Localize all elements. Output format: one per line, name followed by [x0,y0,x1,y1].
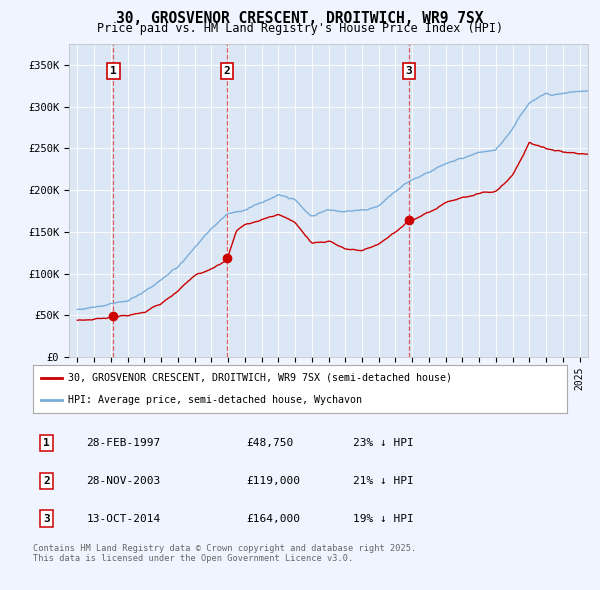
Text: HPI: Average price, semi-detached house, Wychavon: HPI: Average price, semi-detached house,… [68,395,362,405]
Text: Price paid vs. HM Land Registry's House Price Index (HPI): Price paid vs. HM Land Registry's House … [97,22,503,35]
Text: 19% ↓ HPI: 19% ↓ HPI [353,514,414,523]
Text: 21% ↓ HPI: 21% ↓ HPI [353,476,414,486]
Text: 1: 1 [110,66,117,76]
Text: 13-OCT-2014: 13-OCT-2014 [86,514,161,523]
Text: 3: 3 [406,66,412,76]
Text: 23% ↓ HPI: 23% ↓ HPI [353,438,414,448]
Text: £119,000: £119,000 [247,476,301,486]
Text: 2: 2 [43,476,50,486]
Text: 30, GROSVENOR CRESCENT, DROITWICH, WR9 7SX (semi-detached house): 30, GROSVENOR CRESCENT, DROITWICH, WR9 7… [68,373,452,383]
Text: 28-FEB-1997: 28-FEB-1997 [86,438,161,448]
Text: 28-NOV-2003: 28-NOV-2003 [86,476,161,486]
Text: 2: 2 [223,66,230,76]
Text: £48,750: £48,750 [247,438,294,448]
Text: 30, GROSVENOR CRESCENT, DROITWICH, WR9 7SX: 30, GROSVENOR CRESCENT, DROITWICH, WR9 7… [116,11,484,25]
Text: £164,000: £164,000 [247,514,301,523]
Text: 3: 3 [43,514,50,523]
Text: Contains HM Land Registry data © Crown copyright and database right 2025.
This d: Contains HM Land Registry data © Crown c… [33,544,416,563]
Text: 1: 1 [43,438,50,448]
